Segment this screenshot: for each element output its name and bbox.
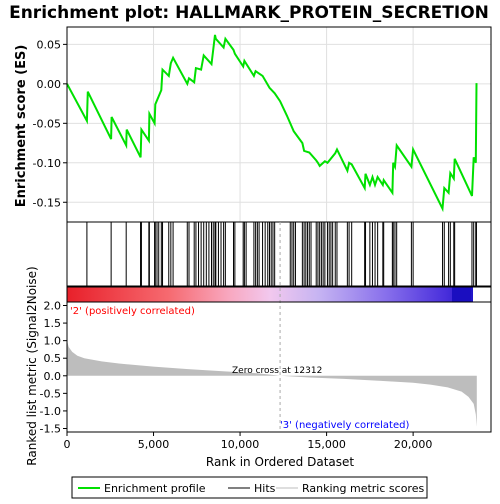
es-y-tick-label: 0.05 — [37, 38, 62, 51]
hits-panel — [66, 221, 492, 287]
legend-metric-label: Ranking metric scores — [302, 482, 424, 495]
positive-correlation-label: '2' (positively correlated) — [70, 306, 195, 317]
negative-correlation-label: '3' (negatively correlated) — [280, 420, 409, 431]
hits-panel-frame — [66, 221, 492, 287]
metric-panel-frame — [66, 301, 492, 433]
ranking-dark-end-strip — [452, 287, 471, 302]
x-tick-label: 10,000 — [221, 438, 260, 451]
x-tick-label: 15,000 — [307, 438, 346, 451]
es-profile-line — [66, 34, 478, 213]
x-tick-label: 20,000 — [394, 438, 433, 451]
legend-enrichment-label: Enrichment profile — [104, 482, 206, 495]
metric-y-tick-label: 0.5 — [44, 352, 62, 365]
legend: Enrichment profile Hits Ranking metric s… — [71, 476, 428, 499]
ranking-gradient-strip — [67, 287, 473, 302]
chart-title: Enrichment plot: HALLMARK_PROTEIN_SECRET… — [9, 3, 489, 23]
metric-y-tick-label: 1.5 — [44, 317, 62, 330]
legend-hits-label: Hits — [254, 482, 276, 495]
es-y-axis-label: Enrichment score (ES) — [14, 45, 29, 208]
es-y-tick-label: -0.15 — [33, 196, 61, 209]
es-y-tick-label: -0.10 — [33, 157, 61, 170]
zero-cross-label: Zero cross at 12312 — [232, 366, 322, 376]
metric-panel: 2.0 1.5 1.0 0.5 0.0 -0.5 -1.0 -1.5 '2' (positiv… — [25, 222, 492, 466]
metric-y-tick-label: 2.0 — [44, 300, 62, 313]
metric-y-tick-label: 1.0 — [44, 335, 62, 348]
ranked-metric-area — [67, 340, 477, 427]
hit-lines — [86, 222, 477, 286]
x-tick-label: 0 — [64, 438, 71, 451]
metric-y-ticks: 2.0 1.5 1.0 0.5 0.0 -0.5 -1.0 -1.5 — [40, 300, 67, 435]
x-axis-label: Rank in Ordered Dataset — [206, 455, 354, 469]
metric-y-axis-label: Ranked list metric (Signal2Noise) — [25, 266, 39, 465]
metric-y-tick-label: -0.5 — [40, 387, 61, 400]
es-y-tick-label: 0.00 — [37, 78, 62, 91]
es-gridlines — [66, 27, 491, 222]
metric-y-tick-label: -1.5 — [40, 422, 61, 435]
es-panel-frame — [66, 26, 492, 223]
es-y-tick-label: -0.05 — [33, 117, 61, 130]
es-y-ticks: 0.05 0.00 -0.05 -0.10 -0.15 — [33, 38, 67, 209]
es-panel: 0.05 0.00 -0.05 -0.10 -0.15 Enrichment score… — [14, 26, 492, 223]
x-tick-label: 5,000 — [138, 438, 170, 451]
ranking-color-bar — [66, 286, 492, 303]
x-ticks: 0 5,000 10,000 15,000 20,000 — [64, 432, 433, 451]
metric-y-tick-label: 0.0 — [44, 370, 62, 383]
metric-y-tick-label: -1.0 — [40, 405, 61, 418]
